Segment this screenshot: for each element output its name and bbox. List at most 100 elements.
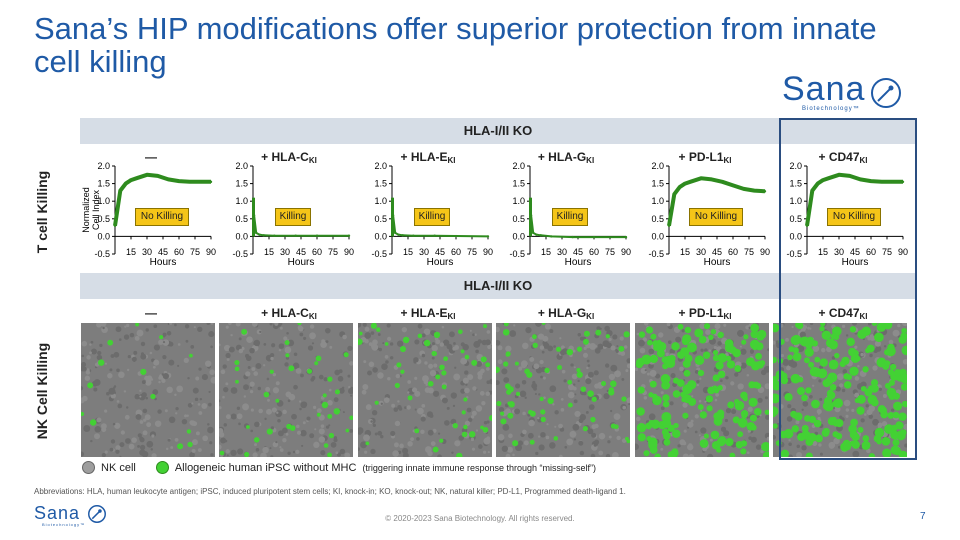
texture-spot <box>321 451 325 456</box>
ipsc-cell <box>759 360 766 366</box>
texture-spot <box>344 452 351 457</box>
ipsc-cell <box>734 398 740 405</box>
texture-spot <box>454 366 457 369</box>
ipsc-cell <box>702 351 711 359</box>
texture-spot <box>263 364 266 367</box>
ipsc-cell <box>864 388 873 397</box>
texture-spot <box>773 435 776 440</box>
texture-spot <box>757 397 763 403</box>
data-point <box>535 233 538 236</box>
texture-spot <box>877 425 882 429</box>
x-tick-label: 60 <box>589 247 599 257</box>
texture-spot <box>371 409 378 416</box>
ipsc-cell <box>673 422 679 429</box>
texture-spot <box>170 446 174 449</box>
texture-spot <box>149 351 153 355</box>
ipsc-cell <box>384 342 389 346</box>
ipsc-cell <box>726 360 736 369</box>
ipsc-cell <box>893 401 903 411</box>
header-sub: KI <box>859 312 868 321</box>
texture-spot <box>146 422 152 428</box>
ipsc-cell <box>646 339 653 346</box>
texture-spot <box>485 391 491 397</box>
x-tick-label: 75 <box>190 247 200 257</box>
texture-spot <box>377 372 384 379</box>
texture-spot <box>190 420 196 426</box>
texture-spot <box>277 418 281 423</box>
texture-spot <box>252 452 258 457</box>
ipsc-cell <box>656 339 662 346</box>
texture-spot <box>644 369 647 372</box>
ipsc-cell <box>460 349 465 354</box>
texture-spot <box>577 333 581 337</box>
texture-spot <box>523 440 529 446</box>
ipsc-cell <box>532 334 537 340</box>
logo-sub-bottom: Biotechnology™ <box>42 522 86 527</box>
ipsc-cell <box>790 373 801 384</box>
texture-spot <box>532 380 536 385</box>
logo-circle-icon-bottom <box>88 505 107 523</box>
texture-spot <box>298 326 304 332</box>
texture-spot <box>539 345 545 350</box>
ipsc-cell <box>189 353 193 358</box>
y-tick-label: 1.0 <box>651 196 664 206</box>
data-point <box>486 235 490 238</box>
ipsc-cell <box>394 382 400 389</box>
data-point <box>390 200 394 203</box>
ipsc-cell <box>865 347 871 354</box>
texture-spot <box>282 427 288 434</box>
texture-spot <box>135 413 142 420</box>
header-sub: KI <box>723 312 732 321</box>
ipsc-cell <box>900 383 907 391</box>
y-tick-label: 1.0 <box>789 196 802 206</box>
texture-spot <box>560 345 565 350</box>
ipsc-cell <box>835 418 844 428</box>
texture-spot <box>271 407 277 413</box>
texture-spot <box>857 365 860 368</box>
texture-spot <box>226 358 230 361</box>
texture-spot <box>398 407 403 411</box>
texture-spot <box>700 348 704 352</box>
texture-spot <box>817 412 820 415</box>
series-line <box>667 176 766 227</box>
texture-spot <box>374 432 378 436</box>
texture-spot <box>358 447 361 451</box>
texture-spot <box>318 428 325 435</box>
ipsc-cell <box>288 365 295 372</box>
texture-spot <box>174 437 179 442</box>
x-tick-label: 75 <box>882 247 892 257</box>
texture-spot <box>573 366 576 369</box>
texture-spot <box>119 455 122 457</box>
data-point <box>710 178 713 181</box>
texture-spot <box>96 323 102 328</box>
texture-spot <box>278 343 285 349</box>
texture-spot <box>691 395 694 398</box>
texture-spot <box>544 323 551 330</box>
texture-spot <box>766 366 769 370</box>
texture-spot <box>116 368 120 373</box>
texture-spot <box>498 406 505 413</box>
texture-spot <box>554 425 557 428</box>
texture-spot <box>655 373 661 379</box>
x-tick-label: 45 <box>296 247 306 257</box>
texture-spot <box>486 367 490 371</box>
ipsc-cell <box>898 335 907 344</box>
ipsc-cell <box>244 451 250 457</box>
texture-spot <box>327 400 333 406</box>
texture-spot <box>739 345 742 348</box>
data-point <box>805 224 809 228</box>
texture-spot <box>585 378 592 385</box>
logo-sub: Biotechnology™ <box>802 106 860 112</box>
texture-spot <box>791 325 794 329</box>
texture-spot <box>477 374 483 380</box>
data-point <box>539 234 542 237</box>
texture-spot <box>586 366 589 370</box>
x-tick-label: 15 <box>541 247 551 257</box>
ipsc-cell <box>796 387 805 396</box>
texture-spot <box>115 326 122 333</box>
texture-spot <box>285 432 289 436</box>
texture-spot <box>393 407 399 412</box>
ipsc-cell <box>625 436 629 441</box>
x-tick-label: 75 <box>328 247 338 257</box>
texture-spot <box>428 363 434 369</box>
